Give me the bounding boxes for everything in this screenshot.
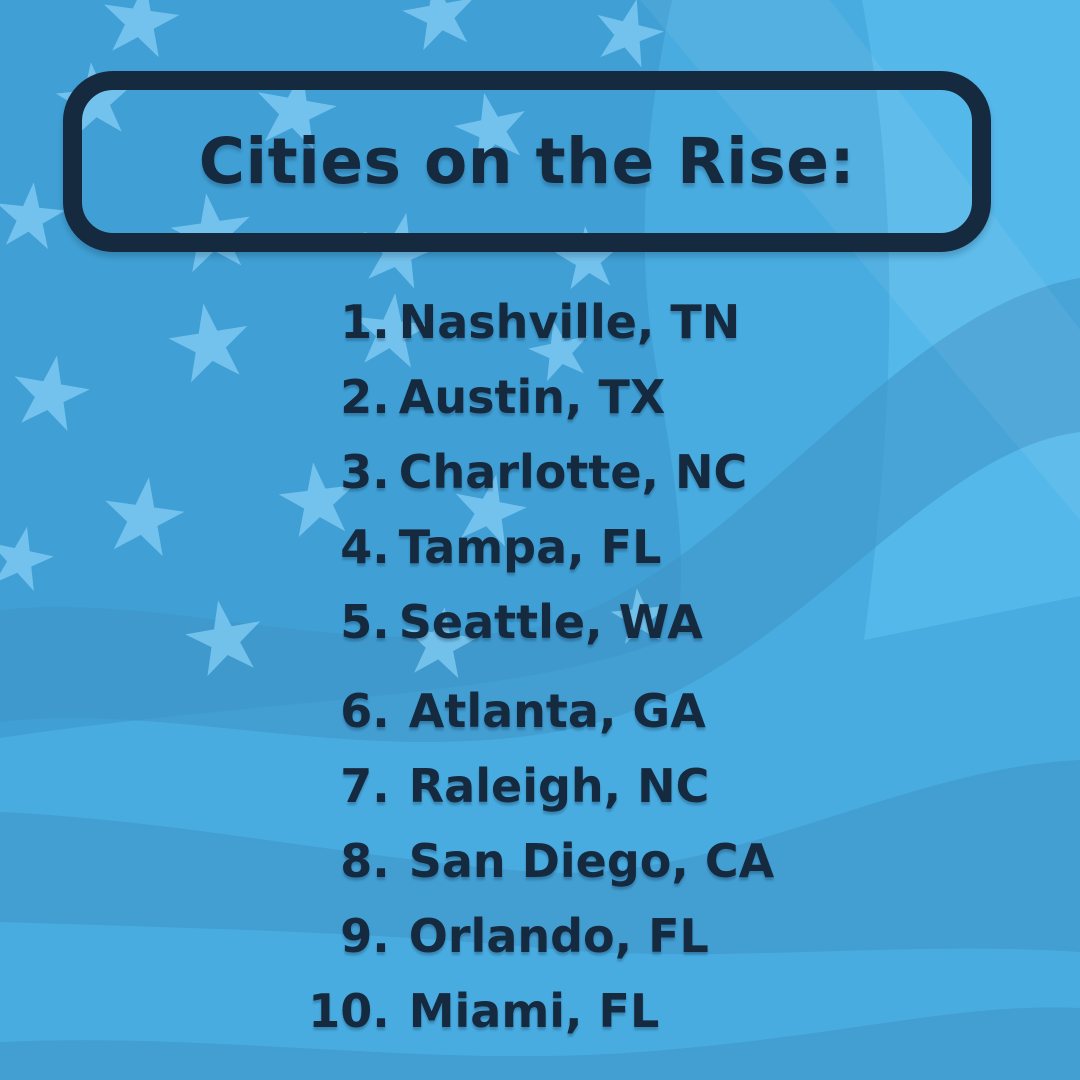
list-item: 4. Tampa, FL — [306, 509, 774, 584]
list-item-city: Raleigh, NC — [408, 758, 710, 813]
list-item-number: 2. — [340, 369, 390, 424]
list-item-city: San Diego, CA — [408, 833, 775, 888]
list-item-number: 1. — [340, 294, 390, 349]
list-item-number: 6. — [340, 683, 390, 738]
list-item: 2. Austin, TX — [306, 359, 774, 434]
list-item: 8. San Diego, CA — [306, 823, 774, 898]
list-item-city: Atlanta, GA — [408, 683, 706, 738]
list-item-number: 5. — [340, 594, 390, 649]
list-item: 6. Atlanta, GA — [306, 673, 774, 748]
page-title: Cities on the Rise: — [198, 125, 856, 198]
list-item-city: Tampa, FL — [398, 519, 662, 574]
list-item: 3. Charlotte, NC — [306, 434, 774, 509]
list-item-number: 7. — [340, 758, 390, 813]
cities-list: 1. Nashville, TN 2. Austin, TX 3. Charlo… — [306, 284, 774, 1048]
list-item-number: 3. — [340, 444, 390, 499]
list-item: 9. Orlando, FL — [306, 898, 774, 973]
list-item-city: Nashville, TN — [398, 294, 741, 349]
cities-list-group-2: 6. Atlanta, GA 7. Raleigh, NC 8. San Die… — [306, 673, 774, 1048]
flag-stripes — [0, 278, 1080, 1080]
flag-union — [0, 0, 682, 738]
list-item-city: Seattle, WA — [398, 594, 703, 649]
list-item-number: 8. — [340, 833, 390, 888]
list-item-number: 10. — [308, 983, 390, 1038]
list-item-city: Orlando, FL — [408, 908, 709, 963]
list-item-city: Charlotte, NC — [398, 444, 748, 499]
list-item: 7. Raleigh, NC — [306, 748, 774, 823]
flag-sheen — [640, 0, 1080, 520]
list-item: 10. Miami, FL — [306, 973, 774, 1048]
list-item: 1. Nashville, TN — [306, 284, 774, 359]
list-item-number: 4. — [340, 519, 390, 574]
list-item-city: Miami, FL — [408, 983, 660, 1038]
title-box: Cities on the Rise: — [63, 71, 991, 252]
list-item-number: 9. — [340, 908, 390, 963]
list-item-city: Austin, TX — [398, 369, 666, 424]
cities-list-group-1: 1. Nashville, TN 2. Austin, TX 3. Charlo… — [306, 284, 774, 659]
list-item: 5. Seattle, WA — [306, 584, 774, 659]
